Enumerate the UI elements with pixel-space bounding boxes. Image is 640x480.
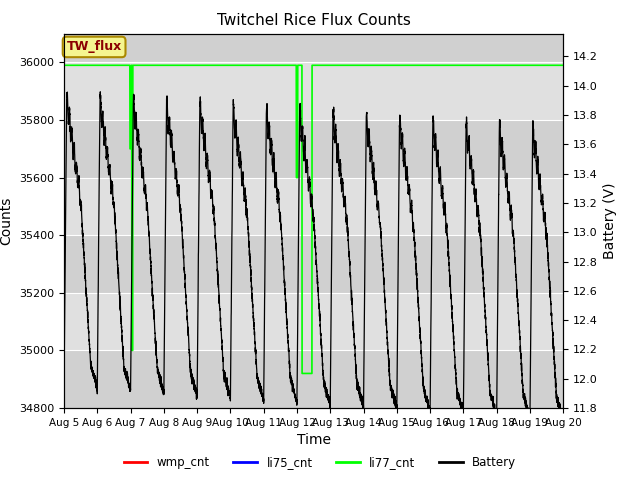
Bar	[64, 62, 563, 120]
Y-axis label: Battery (V): Battery (V)	[604, 182, 618, 259]
Y-axis label: Counts: Counts	[0, 197, 13, 245]
Bar	[64, 34, 563, 62]
Bar	[64, 120, 563, 178]
Legend: wmp_cnt, li75_cnt, li77_cnt, Battery: wmp_cnt, li75_cnt, li77_cnt, Battery	[119, 452, 521, 474]
Text: TW_flux: TW_flux	[67, 40, 122, 53]
Title: Twitchel Rice Flux Counts: Twitchel Rice Flux Counts	[217, 13, 410, 28]
Bar	[64, 293, 563, 350]
Bar	[64, 350, 563, 408]
X-axis label: Time: Time	[296, 433, 331, 447]
Bar	[64, 235, 563, 293]
Bar	[64, 178, 563, 235]
